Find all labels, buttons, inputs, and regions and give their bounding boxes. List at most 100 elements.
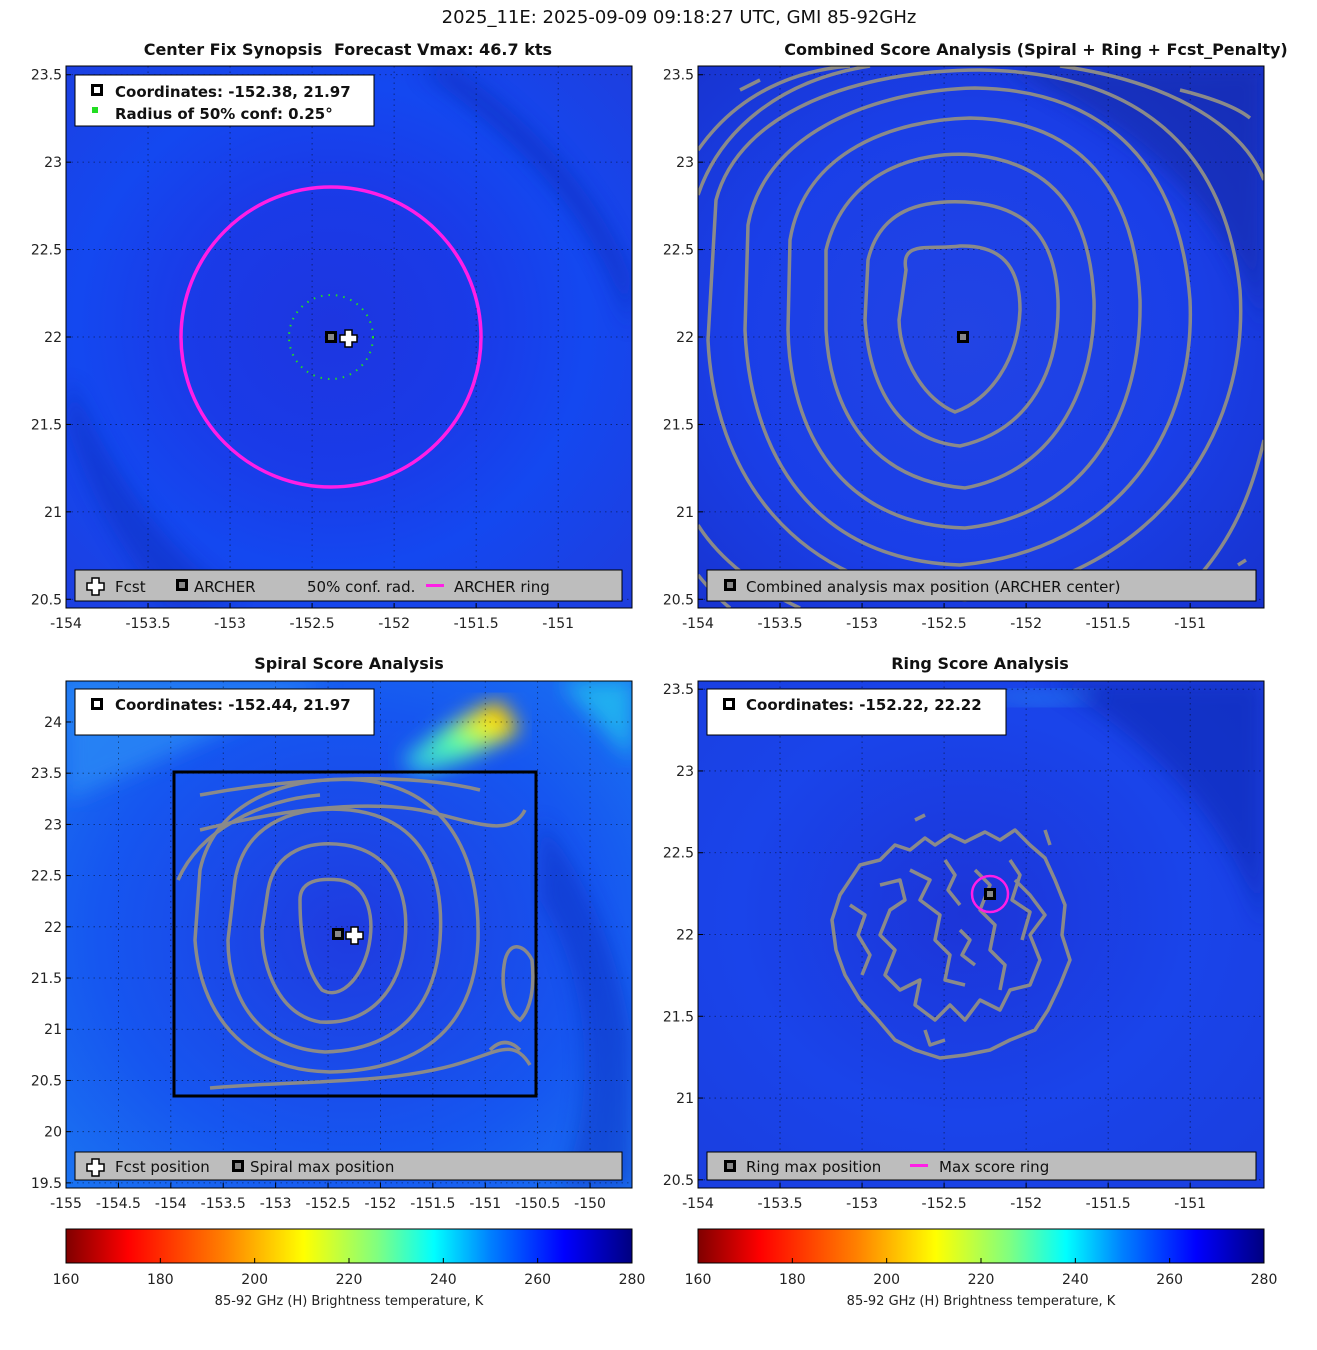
legend-max-score-ring: Max score ring — [939, 1158, 1049, 1176]
info-coordinates: Coordinates: -152.44, 21.97 — [115, 696, 351, 714]
x-tick-label: -151 — [1174, 616, 1206, 632]
panel-ring-score: Ring Score Analysis — [663, 654, 1265, 1212]
colorbar-ticks: 160 180 200 220 240 260 280 — [685, 1258, 1278, 1288]
y-tick-label: 21.5 — [663, 1009, 694, 1025]
info-coordinates: Coordinates: -152.22, 22.22 — [746, 696, 982, 714]
x-tick-label: -151.5 — [454, 616, 499, 632]
fcst-position-marker — [345, 926, 364, 945]
y-tick-label: 22.5 — [663, 243, 694, 259]
y-tick-label: 20.5 — [663, 1173, 694, 1189]
colorbar-tick-label: 160 — [685, 1272, 712, 1288]
colorbar-tick-label: 280 — [1251, 1272, 1278, 1288]
x-tick-label: -155 — [50, 1196, 82, 1212]
colorbar-tick-label: 180 — [147, 1272, 174, 1288]
fcst-position-marker — [339, 329, 358, 348]
legend-combined-max: Combined analysis max position (ARCHER c… — [746, 578, 1120, 596]
x-tick-label: -151 — [469, 1196, 501, 1212]
x-tick-label: -150.5 — [515, 1196, 560, 1212]
conf-radius-circle — [288, 294, 374, 380]
y-tick-label: 20.5 — [31, 1073, 62, 1089]
y-tick-label: 20.5 — [663, 592, 694, 608]
colorbar-tick-label: 220 — [968, 1272, 995, 1288]
legend-conf-rad: 50% conf. rad. — [307, 578, 415, 596]
colorbar-ticks: 160 180 200 220 240 260 280 — [53, 1258, 646, 1288]
axis-ticks: -155 -154.5 -154 -153.5 -153 -152.5 -152 -151.5… — [31, 715, 606, 1212]
info-box: Coordinates: -152.44, 21.97 — [74, 688, 375, 736]
legend-fcst-position: Fcst position — [115, 1158, 210, 1176]
y-tick-label: 22 — [44, 920, 62, 936]
x-tick-label: -151.5 — [1086, 616, 1131, 632]
x-tick-label: -154 — [50, 616, 82, 632]
x-tick-label: -152.5 — [922, 1196, 967, 1212]
colorbar-tick-label: 180 — [779, 1272, 806, 1288]
panel-title: Spiral Score Analysis — [254, 654, 444, 673]
y-tick-label: 20.5 — [31, 592, 62, 608]
info-conf-radius: Radius of 50% conf: 0.25° — [115, 105, 333, 123]
y-tick-label: 20 — [44, 1125, 62, 1141]
y-tick-label: 21.5 — [31, 971, 62, 987]
y-tick-label: 23.5 — [663, 682, 694, 698]
y-tick-label: 23 — [676, 764, 694, 780]
legend-ring-max: Ring max position — [746, 1158, 881, 1176]
archer-ring — [179, 185, 483, 489]
colorbar-tick-label: 200 — [873, 1272, 900, 1288]
x-tick-label: -153.5 — [125, 616, 170, 632]
panel-title: Ring Score Analysis — [891, 654, 1069, 673]
info-box: Coordinates: -152.38, 21.97 Radius of 50… — [74, 74, 375, 127]
y-tick-label: 21 — [44, 505, 62, 521]
colorbar-tick-label: 200 — [241, 1272, 268, 1288]
y-tick-label: 22.5 — [31, 869, 62, 885]
x-tick-label: -153 — [846, 616, 878, 632]
legend: Fcst ARCHER 50% conf. rad. ARCHER ring — [74, 569, 623, 602]
legend: Ring max position Max score ring — [706, 1151, 1257, 1181]
ring-score-contours — [830, 813, 1072, 1060]
warm-rainband — [400, 700, 520, 775]
colorbar-label: 85-92 GHz (H) Brightness temperature, K — [847, 1294, 1116, 1309]
panel-title-right: Forecast Vmax: 46.7 kts — [334, 40, 552, 59]
x-tick-label: -151.5 — [410, 1196, 455, 1212]
colorbar-tick-label: 240 — [430, 1272, 457, 1288]
x-tick-label: -151.5 — [1086, 1196, 1131, 1212]
y-tick-label: 24 — [44, 715, 62, 731]
panel-title: Combined Score Analysis (Spiral + Ring +… — [784, 40, 1287, 59]
y-tick-label: 22 — [676, 330, 694, 346]
y-tick-label: 22.5 — [663, 846, 694, 862]
colorbar-tick-label: 160 — [53, 1272, 80, 1288]
x-tick-label: -152.5 — [290, 616, 335, 632]
x-tick-label: -154 — [682, 1196, 714, 1212]
info-coordinates: Coordinates: -152.38, 21.97 — [115, 83, 351, 101]
x-tick-label: -151 — [1174, 1196, 1206, 1212]
x-tick-label: -151 — [542, 616, 574, 632]
y-tick-label: 21 — [44, 1022, 62, 1038]
y-tick-label: 21 — [676, 505, 694, 521]
y-tick-label: 22 — [676, 928, 694, 944]
legend-fcst: Fcst — [115, 578, 146, 596]
max-score-ring — [970, 874, 1010, 914]
axis-ticks: -154 -153.5 -153 -152.5 -152 -151.5 -151 20.5 21… — [31, 68, 574, 632]
y-tick-label: 21.5 — [31, 417, 62, 433]
figure-suptitle: 2025_11E: 2025-09-09 09:18:27 UTC, GMI 8… — [442, 7, 917, 28]
x-tick-label: -152 — [365, 1196, 397, 1212]
x-tick-label: -154 — [155, 1196, 187, 1212]
y-tick-label: 22 — [44, 330, 62, 346]
y-tick-label: 23.5 — [31, 766, 62, 782]
panel-title-left: Center Fix Synopsis — [144, 40, 323, 59]
score-contours — [176, 777, 535, 1090]
y-tick-label: 19.5 — [31, 1176, 62, 1192]
x-tick-label: -153.5 — [757, 616, 802, 632]
panel-combined-score: Combined Score Analysis (Spiral + Ring +… — [663, 40, 1288, 632]
colorbar-tick-label: 260 — [1156, 1272, 1183, 1288]
y-tick-label: 23 — [44, 817, 62, 833]
x-tick-label: -152 — [1010, 1196, 1042, 1212]
colorbar-tick-label: 260 — [524, 1272, 551, 1288]
x-tick-label: -152.5 — [305, 1196, 350, 1212]
colorbar-label: 85-92 GHz (H) Brightness temperature, K — [215, 1294, 484, 1309]
colorbar-right: 160 180 200 220 240 260 280 85-92 GHz (H) Brig… — [685, 1228, 1278, 1309]
x-tick-label: -153 — [846, 1196, 878, 1212]
legend: Combined analysis max position (ARCHER c… — [706, 569, 1257, 602]
y-tick-label: 21 — [676, 1091, 694, 1107]
x-tick-label: -150 — [574, 1196, 606, 1212]
colorbar-tick-label: 280 — [619, 1272, 646, 1288]
x-tick-label: -153 — [260, 1196, 292, 1212]
